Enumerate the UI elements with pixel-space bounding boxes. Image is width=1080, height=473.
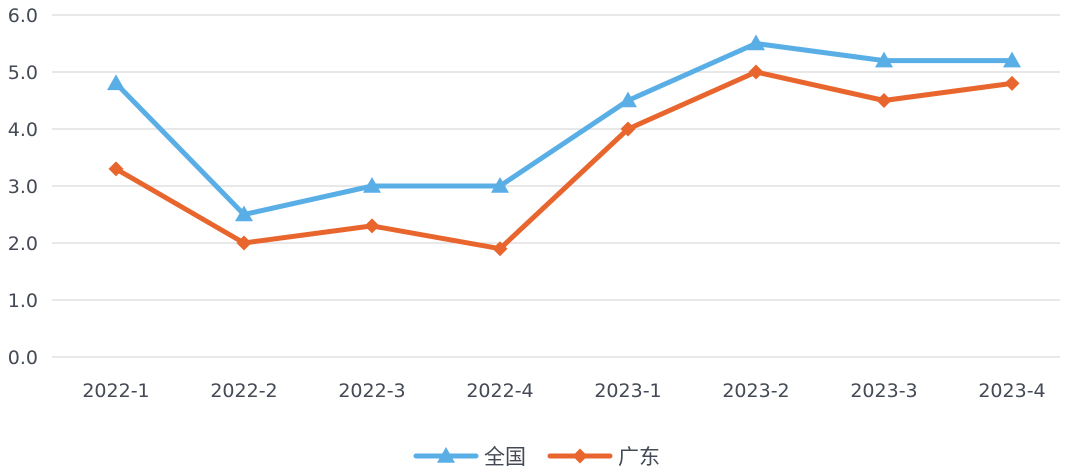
legend-item: 广东 — [547, 445, 660, 469]
y-tick-label: 0.0 — [8, 347, 38, 369]
data-point-marker — [108, 161, 124, 177]
series-lines — [107, 34, 1021, 257]
legend-label: 全国 — [484, 445, 526, 469]
y-axis-tick-labels: 0.0 1.0 2.0 3.0 4.0 5.0 6.0 — [8, 5, 38, 369]
x-tick-label: 2022-3 — [338, 380, 405, 402]
grid-lines — [52, 14, 1060, 358]
legend-swatch-marker — [437, 447, 455, 463]
x-tick-label: 2023-1 — [594, 380, 661, 402]
x-tick-label: 2022-1 — [82, 380, 149, 402]
series-line — [113, 41, 1015, 217]
y-tick-label: 4.0 — [8, 119, 38, 141]
data-point-marker — [876, 93, 892, 108]
y-tick-label: 2.0 — [8, 233, 38, 255]
data-point-marker — [491, 177, 509, 193]
x-tick-label: 2023-4 — [978, 380, 1045, 402]
legend: 全国 广东 — [413, 445, 660, 469]
legend-label: 广东 — [618, 445, 660, 469]
x-tick-label: 2023-2 — [722, 380, 789, 402]
data-point-marker — [748, 64, 764, 80]
series-全国 — [107, 34, 1021, 222]
y-tick-label: 1.0 — [8, 290, 38, 312]
series-广东 — [108, 64, 1020, 257]
data-point-marker — [875, 51, 893, 68]
y-tick-label: 6.0 — [8, 5, 38, 27]
x-tick-label: 2023-3 — [850, 380, 917, 402]
y-tick-label: 3.0 — [8, 176, 38, 198]
data-point-marker — [236, 235, 252, 251]
x-tick-label: 2022-4 — [466, 380, 533, 402]
x-axis-tick-labels: 2022-1 2022-2 2022-3 2022-4 2023-1 2023-2 2023… — [82, 380, 1045, 402]
data-point-marker — [235, 205, 253, 222]
data-point-marker — [1003, 51, 1021, 68]
data-point-marker — [747, 34, 765, 51]
series-line — [113, 69, 1015, 252]
y-tick-label: 5.0 — [8, 62, 38, 84]
legend-swatch-marker — [572, 448, 588, 464]
x-tick-label: 2022-2 — [210, 380, 277, 402]
data-point-marker — [107, 74, 125, 91]
data-point-marker — [620, 121, 636, 137]
data-point-marker — [364, 218, 380, 234]
data-point-marker — [1004, 75, 1020, 91]
data-point-marker — [363, 177, 381, 193]
data-point-marker — [492, 241, 508, 257]
data-point-marker — [619, 91, 637, 108]
legend-item: 全国 — [413, 445, 526, 469]
